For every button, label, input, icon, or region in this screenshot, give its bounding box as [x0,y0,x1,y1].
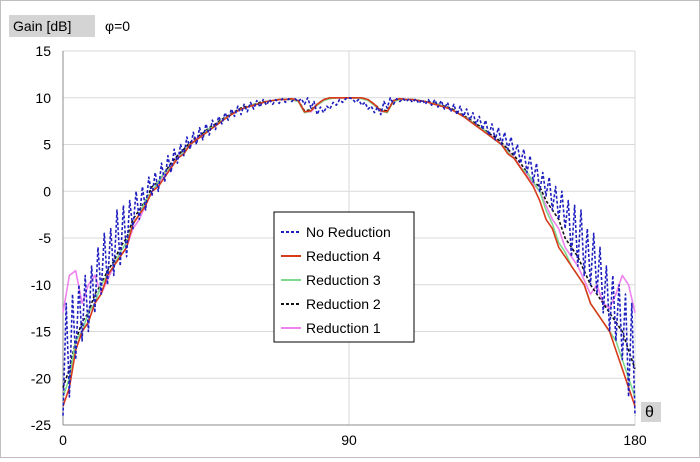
legend-box [273,211,415,343]
x-tick-labels: 0 90 180 [59,432,647,448]
x-axis-title: θ [645,404,654,421]
y-title-background [9,15,95,37]
legend-label: No Reduction [306,224,391,240]
x-title-background [641,402,661,422]
y-tick-label: -10 [31,277,51,293]
y-axis-title: Gain [dB] [13,18,71,34]
x-tick-label: 180 [623,432,647,448]
x-tick-label: 90 [341,432,357,448]
series-lines [62,97,636,416]
y-tick-label: -15 [31,324,51,340]
series-line-no-reduction [62,97,636,416]
y-tick-label: 10 [35,90,51,106]
y-tick-label: -5 [39,230,52,246]
y-tick-label: 5 [43,137,51,153]
legend-items: No Reduction Reduction 4 Reduction 3 Reduct… [281,224,391,336]
y-tick-label: -25 [31,417,51,433]
y-tick-labels: 15 10 5 0 -5 -10 -15 -20 -25 [31,43,51,433]
legend-label: Reduction 4 [306,248,381,264]
legend-label: Reduction 3 [306,272,381,288]
y-tick-label: 0 [43,183,51,199]
legend-label: Reduction 2 [306,296,381,312]
y-tick-label: 15 [35,43,51,59]
x-tick-label: 0 [59,432,67,448]
phi-label: φ=0 [105,18,130,34]
y-tick-label: -20 [31,370,51,386]
legend-label: Reduction 1 [306,320,381,336]
legend: No Reduction Reduction 4 Reduction 3 Reduct… [273,211,415,343]
